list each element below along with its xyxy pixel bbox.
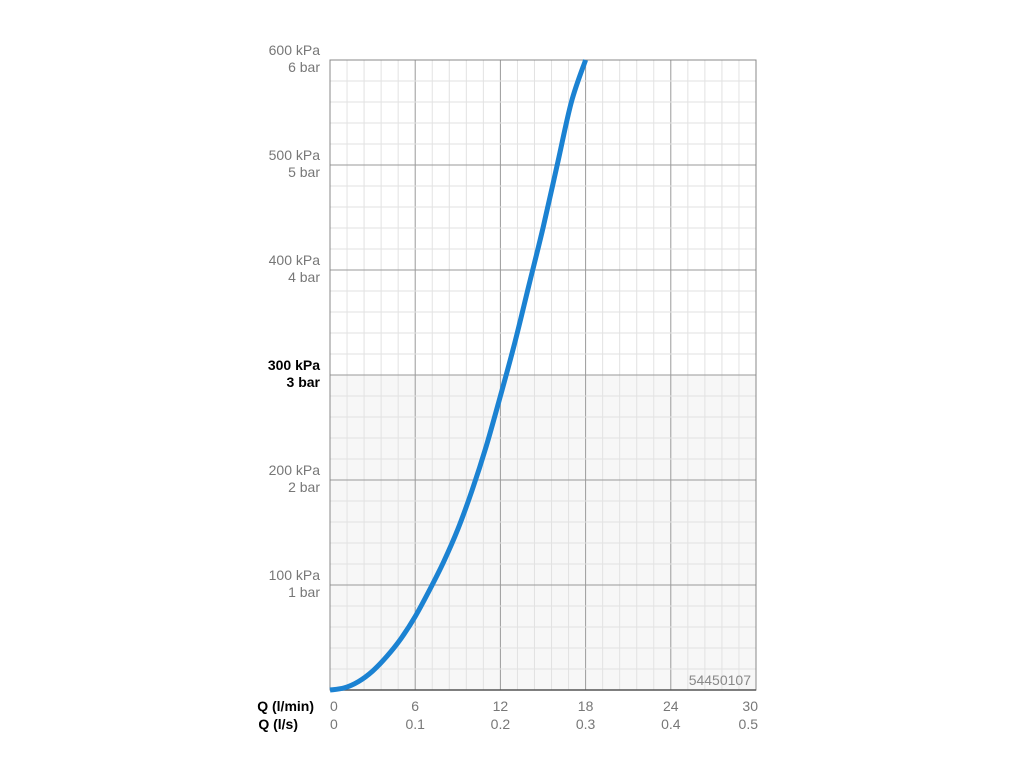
series-line [329, 59, 588, 693]
lower-shaded-area [330, 375, 756, 690]
x-axis-label: Q (l/min) [257, 698, 314, 714]
y-tick-label-bar: 4 bar [288, 269, 320, 285]
y-tick-label-kpa: 100 kPa [269, 567, 321, 583]
x-tick-label: 24 [663, 698, 679, 714]
x-tick-label: 30 [742, 698, 758, 714]
x-tick-label-secondary: 0 [330, 716, 338, 732]
x-tick-label-secondary: 0.2 [491, 716, 511, 732]
y-tick-label-bar: 6 bar [288, 59, 320, 75]
x-tick-label: 6 [411, 698, 419, 714]
x-tick-label-secondary: 0.4 [661, 716, 681, 732]
x-tick-label: 0 [330, 698, 338, 714]
y-tick-label-kpa: 300 kPa [268, 357, 320, 373]
y-tick-label-kpa: 600 kPa [269, 42, 321, 58]
x-tick-label-secondary: 0.5 [739, 716, 759, 732]
y-tick-label-kpa: 400 kPa [269, 252, 321, 268]
x-tick-label: 12 [493, 698, 509, 714]
x-tick-label-secondary: 0.1 [405, 716, 425, 732]
y-tick-label-bar: 1 bar [288, 584, 320, 600]
y-tick-label-bar: 3 bar [287, 374, 321, 390]
x-tick-label-secondary: 0.3 [576, 716, 596, 732]
chart-id-annotation: 54450107 [689, 672, 752, 688]
y-tick-label-bar: 2 bar [288, 479, 320, 495]
y-tick-label-kpa: 500 kPa [269, 147, 321, 163]
y-tick-label-kpa: 200 kPa [269, 462, 321, 478]
x-axis-label-secondary: Q (l/s) [258, 716, 298, 732]
x-tick-label: 18 [578, 698, 594, 714]
y-tick-label-bar: 5 bar [288, 164, 320, 180]
